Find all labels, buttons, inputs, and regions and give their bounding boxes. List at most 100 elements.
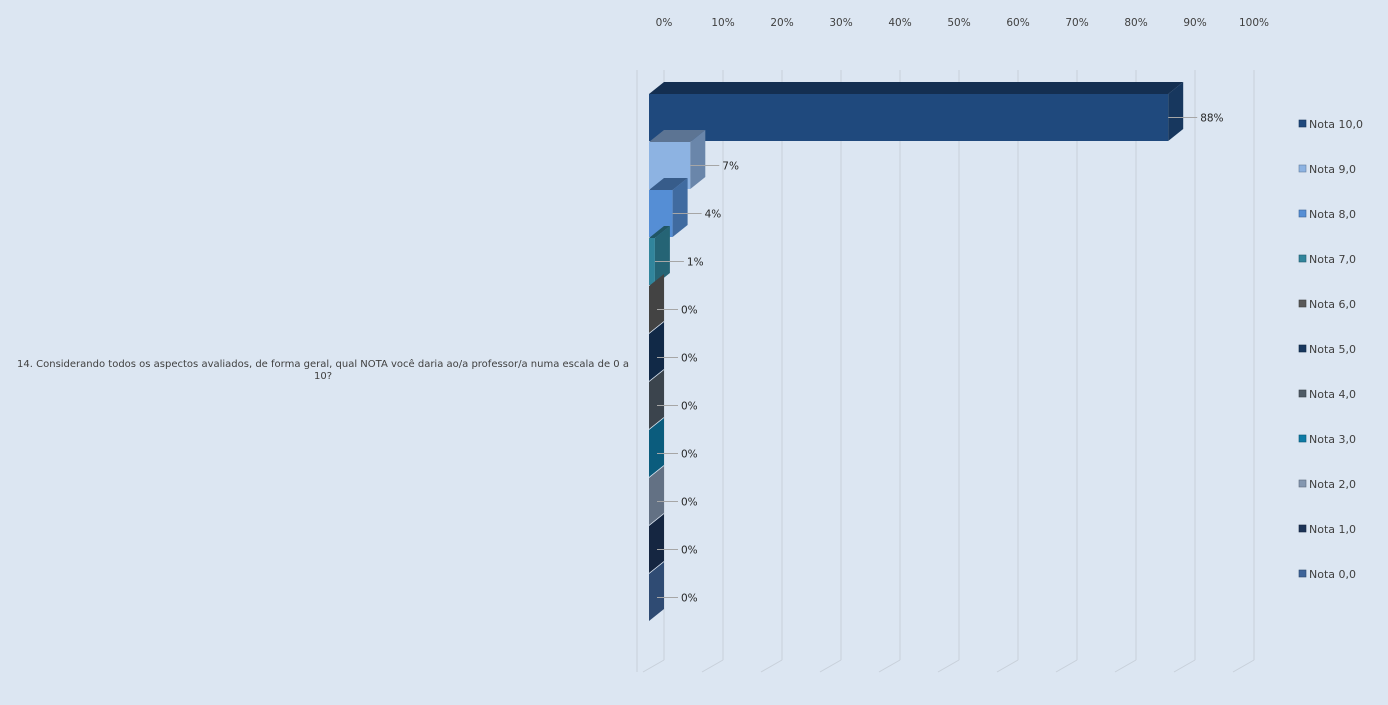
legend-item: Nota 6,0 (1298, 298, 1356, 311)
bar (649, 370, 664, 429)
legend-swatch (1298, 164, 1307, 173)
data-label: 7% (722, 161, 739, 173)
bar (649, 562, 664, 621)
gridline-floor (1055, 659, 1078, 673)
bar-top (649, 82, 1184, 94)
data-label: 0% (681, 305, 698, 317)
legend-swatch (1298, 119, 1307, 128)
x-tick-label: 100% (1239, 17, 1269, 29)
bar-top (649, 130, 706, 142)
legend-swatch (1298, 524, 1307, 533)
legend-swatch (1298, 389, 1307, 398)
bar (649, 514, 664, 573)
x-axis-ticks: 0% 10% 20% 30% 40% 50% 60% 70% 80% 90% 100% (656, 17, 1269, 29)
x-tick-label: 40% (888, 17, 911, 29)
legend-swatch (1298, 434, 1307, 443)
bar-front (649, 238, 655, 285)
bar-top (649, 178, 688, 190)
gridline-floor (819, 659, 842, 673)
legend-label: Nota 10,0 (1309, 118, 1363, 131)
data-label: 88% (1200, 113, 1223, 125)
data-label: 1% (687, 257, 704, 269)
legend-label: Nota 9,0 (1309, 163, 1356, 176)
bar-front (649, 94, 1169, 141)
chart-gridlines (636, 70, 1255, 673)
legend-item: Nota 3,0 (1298, 433, 1356, 446)
bar-side (649, 322, 664, 381)
gridline-floor (1114, 659, 1137, 673)
legend-label: Nota 5,0 (1309, 343, 1356, 356)
x-tick-label: 70% (1065, 17, 1088, 29)
x-tick-label: 0% (656, 17, 673, 29)
data-label: 4% (705, 209, 722, 221)
bar-side (654, 226, 670, 285)
legend-item: Nota 2,0 (1298, 478, 1356, 491)
data-labels: 88% 7% 4% 1% 0% 0% 0% 0% 0% 0% 0% (654, 113, 1224, 605)
bar-side (649, 514, 664, 573)
bar-side (1168, 82, 1184, 141)
x-tick-label: 60% (1006, 17, 1029, 29)
bar (649, 322, 664, 381)
legend-label: Nota 4,0 (1309, 388, 1356, 401)
legend-swatch (1298, 299, 1307, 308)
legend-label: Nota 3,0 (1309, 433, 1356, 446)
category-label: 14. Considerando todos os aspectos avali… (17, 358, 629, 382)
gridline-floor (760, 659, 783, 673)
gridline-floor (1232, 659, 1255, 673)
data-label: 0% (681, 593, 698, 605)
bar (649, 466, 664, 525)
legend-swatch (1298, 254, 1307, 263)
legend-swatch (1298, 569, 1307, 578)
legend-item: Nota 5,0 (1298, 343, 1356, 356)
x-tick-label: 30% (829, 17, 852, 29)
bar (649, 178, 688, 237)
data-label: 0% (681, 497, 698, 509)
x-tick-label: 80% (1124, 17, 1147, 29)
bar-front (649, 190, 673, 237)
bar-side (649, 562, 664, 621)
chart-bars (649, 82, 1184, 621)
legend-item: Nota 4,0 (1298, 388, 1356, 401)
legend-label: Nota 7,0 (1309, 253, 1356, 266)
bar-side (649, 370, 664, 429)
x-tick-label: 20% (770, 17, 793, 29)
legend-swatch (1298, 344, 1307, 353)
bar-side (672, 178, 688, 237)
gridline-floor (878, 659, 901, 673)
legend-label: Nota 2,0 (1309, 478, 1356, 491)
legend-label: Nota 6,0 (1309, 298, 1356, 311)
bar (649, 418, 664, 477)
legend-label: Nota 1,0 (1309, 523, 1356, 536)
legend-label: Nota 8,0 (1309, 208, 1356, 221)
bar-side (649, 466, 664, 525)
data-label: 0% (681, 401, 698, 413)
bar-top (649, 226, 670, 238)
x-tick-label: 50% (947, 17, 970, 29)
x-tick-label: 10% (711, 17, 734, 29)
data-label: 0% (681, 449, 698, 461)
data-label: 0% (681, 545, 698, 557)
legend-label: Nota 0,0 (1309, 568, 1356, 581)
bar (649, 274, 664, 333)
bar (649, 82, 1184, 141)
gridline-floor (701, 659, 724, 673)
legend-item: Nota 7,0 (1298, 253, 1356, 266)
data-label: 0% (681, 353, 698, 365)
bar-side (690, 130, 706, 189)
legend-swatch (1298, 209, 1307, 218)
legend-item: Nota 10,0 (1298, 118, 1363, 131)
gridline-floor (996, 659, 1019, 673)
x-tick-label: 90% (1183, 17, 1206, 29)
gridline-floor (1173, 659, 1196, 673)
legend-item: Nota 8,0 (1298, 208, 1356, 221)
gridline-floor (642, 659, 665, 673)
legend-item: Nota 1,0 (1298, 523, 1356, 536)
legend-swatch (1298, 479, 1307, 488)
gridline-floor (937, 659, 960, 673)
bar-side (649, 274, 664, 333)
chart-legend: Nota 10,0 Nota 9,0 Nota 8,0 Nota 7,0 Nota 6,… (1298, 118, 1363, 581)
bar (649, 226, 670, 285)
legend-item: Nota 0,0 (1298, 568, 1356, 581)
legend-item: Nota 9,0 (1298, 163, 1356, 176)
